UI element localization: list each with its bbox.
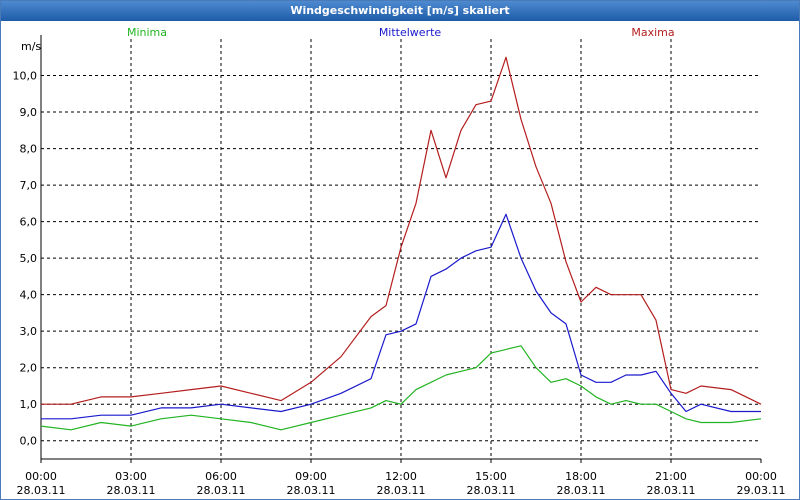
x-tick-date: 28.03.11	[287, 484, 336, 497]
series-line-minima	[40, 345, 762, 431]
x-tick-time: 15:00	[475, 470, 507, 483]
legend-maxima: Maxima	[631, 26, 674, 39]
series-line-mittelwerte	[41, 213, 761, 420]
legend-minima: Minima	[127, 26, 167, 39]
x-tick-time: 12:00	[385, 470, 417, 483]
x-tick-date: 28.03.11	[377, 484, 426, 497]
x-tick-date: 28.03.11	[197, 484, 246, 497]
x-tick-time: 00:00	[745, 470, 777, 483]
x-tick-date: 29.03.11	[737, 484, 786, 497]
y-tick-label: 1,0	[20, 398, 38, 411]
y-tick-label: 3,0	[20, 325, 38, 338]
series-line-maxima	[41, 56, 762, 405]
x-tick-date: 28.03.11	[557, 484, 606, 497]
y-tick-label: 9,0	[20, 106, 38, 119]
y-tick-label: 0,0	[20, 435, 38, 448]
y-tick-label: 4,0	[20, 289, 38, 302]
window-title: Windgeschwindigkeit [m/s] skaliert	[1, 1, 799, 21]
x-tick-time: 21:00	[655, 470, 687, 483]
y-tick-label: 6,0	[20, 216, 38, 229]
x-tick-date: 28.03.11	[647, 484, 696, 497]
x-tick-time: 18:00	[565, 470, 597, 483]
y-tick-label: 7,0	[20, 179, 38, 192]
x-tick-date: 28.03.11	[467, 484, 516, 497]
x-tick-date: 28.03.11	[107, 484, 156, 497]
x-tick-time: 03:00	[115, 470, 147, 483]
x-tick-time: 06:00	[205, 470, 237, 483]
x-tick-time: 00:00	[25, 470, 57, 483]
y-tick-label: 10,0	[13, 70, 38, 83]
x-tick-date: 28.03.11	[17, 484, 66, 497]
y-tick-label: 5,0	[20, 252, 38, 265]
y-tick-label: 2,0	[20, 362, 38, 375]
legend-mittelwerte: Mittelwerte	[379, 26, 442, 39]
x-tick-time: 09:00	[295, 470, 327, 483]
y-axis-label: m/s	[21, 40, 41, 53]
y-tick-label: 8,0	[20, 143, 38, 156]
